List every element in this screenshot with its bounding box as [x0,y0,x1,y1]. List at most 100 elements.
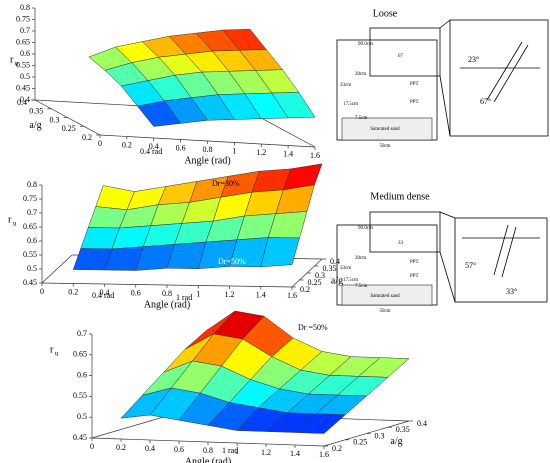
x-tick-label: 1 [196,289,200,298]
z-axis-label: r [8,214,12,225]
annotation: 1 rad [222,446,238,455]
z-tick-label: 0.5 [77,412,87,421]
label: 50cm [379,309,390,314]
label: 67 [398,54,404,59]
z-tick-label: 0.6 [20,49,30,58]
y-tick-label: 0.4 [17,98,27,107]
y-tick-label: 0.2 [82,133,92,142]
z-tick-label: 0.55 [23,250,37,259]
surface-patch [260,237,300,268]
z-tick-label: 0.6 [27,236,37,245]
z-axis-label: r [50,344,54,355]
x-tick-label: 0.4 [145,444,155,453]
z-tick-label: 0.45 [73,433,87,442]
x-tick-label: 0.2 [122,140,132,149]
z-tick-label: 0.65 [73,350,87,359]
surface-patch [294,413,346,434]
z-tick-label: 0.7 [27,208,37,217]
z-tick-label: 0.75 [23,194,37,203]
connector [439,251,456,303]
label: 33 [398,241,404,246]
surface-patch [282,163,323,191]
label: PPT [410,82,419,87]
x-tick-label: 0.4 [149,142,159,151]
z-tick-label: 0.4 [20,95,30,104]
surface-chart: 0 0.2 0.4 0.6 0.8 1 1.2 1.4 1.60.20.250.30.350.4… [8,163,343,310]
y-tick-label: 0.25 [353,438,367,447]
x-tick-label: 1 [232,146,236,155]
label: PPT [410,100,419,105]
x-tick-label: 0.2 [116,443,126,452]
x-tick-label: 0.6 [131,288,141,297]
x-axis-label: Angle (rad) [144,299,190,310]
zoom-box [369,211,441,253]
z-tick-label: 0.8 [20,3,30,12]
x-tick-label: 0.6 [176,143,186,152]
y-tick-label: 0.35 [396,425,410,434]
y-tick-label: 0.25 [62,124,76,133]
z-axis-label: r [10,54,14,65]
annotation: Dr=30% [212,179,240,188]
y-tick-label: 0.2 [300,285,310,294]
connector [439,211,456,219]
label: 20cm [355,256,366,261]
z-tick-label: 0.65 [16,37,30,46]
z-tick-label: 0.8 [27,180,37,189]
label: 90.0cm [358,42,373,47]
label: Saturated sand [370,294,400,299]
label: 17.5cm [343,278,358,283]
x-tick-label: 0.2 [68,287,78,296]
surface-chart: 0 0.2 0.4 0.6 0.8 1 1.2 1.4 1.60.20.250.30.350.4… [50,310,427,463]
x-tick-label: 1 [235,447,239,456]
wall [493,224,509,276]
x-tick-label: 0 [90,442,94,451]
annotation: 0.4 rad [92,291,114,300]
y-tick-label: 0.4 [330,257,340,266]
annotation: Dr =50% [298,323,328,332]
label: 7.5cm [355,284,367,289]
label: PPT [410,260,419,265]
angle-label: 57° [465,261,476,270]
sand [341,284,433,306]
label: 33cm [340,266,351,271]
x-tick-label: 0.8 [203,446,213,455]
z-tick-label: 0.45 [16,83,30,92]
annotation: 1 rad [176,293,192,302]
y-tick-label: 0.3 [50,115,60,124]
z-axis-label-sub: u [13,220,17,228]
y-tick-label: 0.35 [29,107,43,116]
x-axis-label: Angle (rad) [185,456,231,463]
z-axis-label-sub: u [55,350,59,358]
y-tick-label: 0.25 [308,278,322,287]
surface-patch [271,91,316,119]
x-tick-label: 1.4 [283,149,293,158]
z-tick-label: 0.7 [20,26,30,35]
z-tick-label: 0.55 [16,60,30,69]
diagram-medium-dense: Medium dense 90.0cm 33 20cm 33cm 17.5cm … [336,191,548,314]
z-tick-label: 0.65 [23,222,37,231]
angle-label: 67° [480,97,491,106]
label: 7.5cm [355,116,367,121]
label: 20cm [355,72,366,77]
x-tick-label: 1.2 [261,448,271,457]
label: 90.0cm [358,226,373,231]
axis-line [41,254,73,284]
x-tick-label: 1.4 [256,290,266,299]
label: PPT [410,274,419,279]
x-tick-label: 1.4 [290,449,300,458]
z-tick-label: 0.7 [77,329,87,338]
sand [341,117,433,141]
diagram-loose: Loose 90.0cm 67 20cm 33cm 17.5cm 7.5cm P… [336,8,549,149]
diagram-title: Loose [373,8,398,19]
x-tick-label: 1.2 [256,148,266,157]
z-tick-label: 0.45 [23,278,37,287]
y-tick-label: 0.4 [417,419,427,428]
surface-chart: 0 0.2 0.4 0.6 0.8 1 1.2 1.4 1.60.20.250.30.350.4… [10,3,320,166]
x-axis-label: Angle (rad) [184,155,230,166]
x-tick-label: 0.8 [162,289,172,298]
y-axis-label: a/g [29,120,41,131]
y-tick-label: 0.3 [375,431,385,440]
y-tick-label: 0.3 [315,271,325,280]
y-tick-label: 0.35 [323,264,337,273]
